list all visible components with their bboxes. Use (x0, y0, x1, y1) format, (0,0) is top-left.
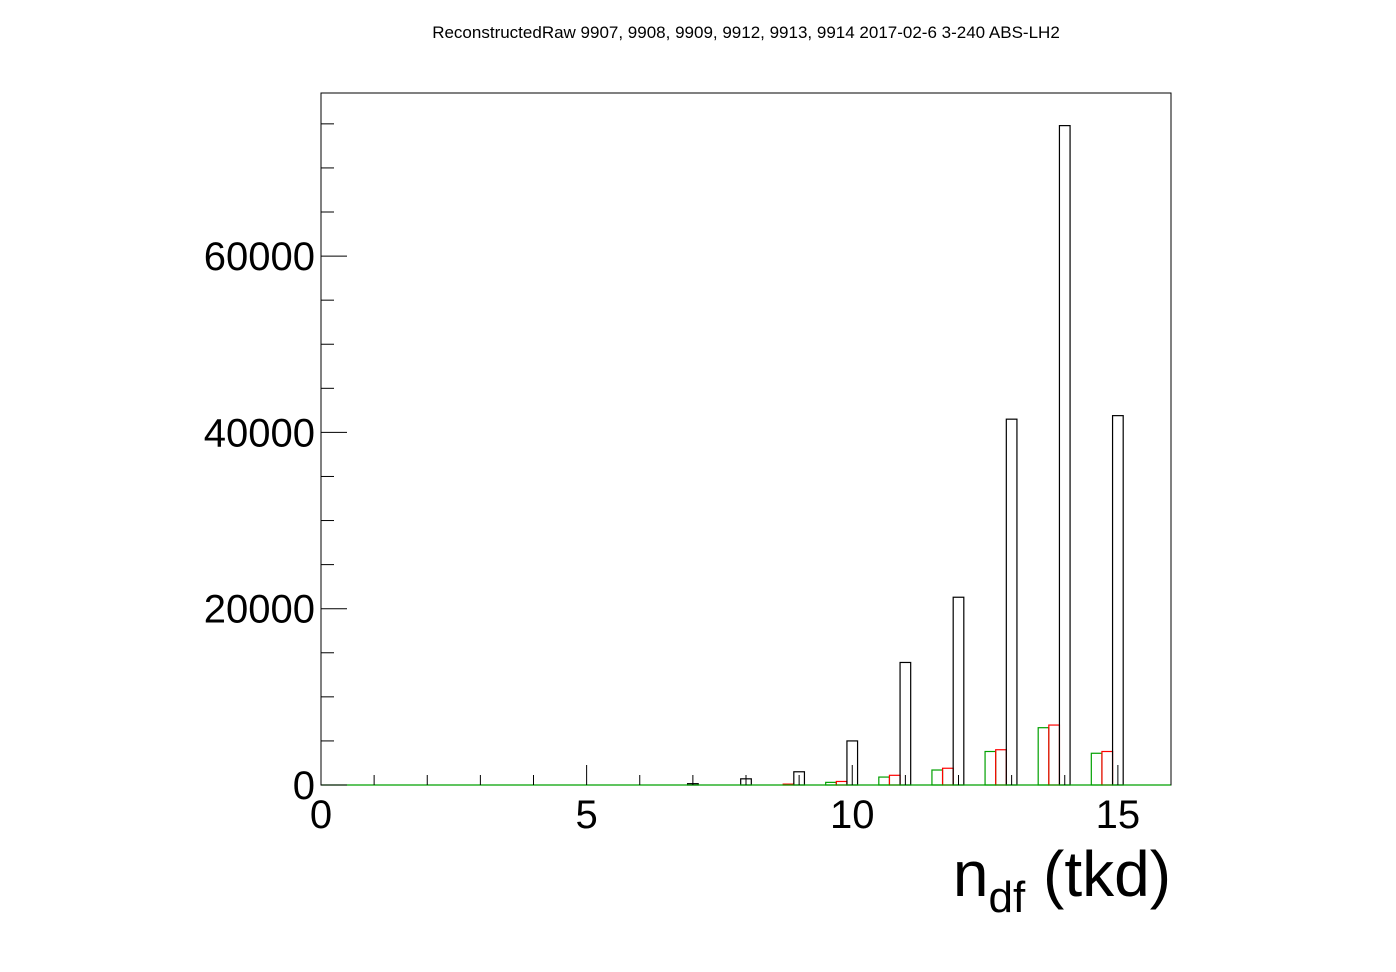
x-axis-label: ndf (tkd) (953, 838, 1171, 922)
bar-series-0-x-14 (1058, 125, 1071, 786)
x-tick-label: 5 (576, 793, 598, 837)
bar-series-1-x-12 (941, 767, 954, 786)
plot-frame (320, 92, 1172, 786)
chart-title: ReconstructedRaw 9907, 9908, 9909, 9912,… (432, 23, 1060, 42)
y-tick-label: 40000 (204, 411, 315, 455)
x-tick-label: 15 (1096, 793, 1141, 837)
bar-series-2-x-15 (1090, 752, 1103, 786)
bar-series-0-x-12 (952, 596, 965, 786)
bar-series-2-x-11 (878, 776, 891, 786)
bars-group (686, 125, 1124, 786)
bar-series-0-x-11 (899, 661, 912, 786)
y-tick-label: 0 (293, 764, 315, 808)
bar-series-2-x-13 (984, 750, 997, 786)
x-tick-label: 0 (310, 793, 332, 837)
y-tick-label: 20000 (204, 588, 315, 632)
x-tick-label: 10 (830, 793, 875, 837)
x-axis: 0 5 10 15 (310, 765, 1172, 837)
bar-series-1-x-11 (888, 774, 901, 786)
bar-series-1-x-14 (1048, 724, 1061, 786)
y-tick-label: 60000 (204, 235, 315, 279)
bar-series-1-x-15 (1101, 750, 1114, 786)
bar-series-1-x-13 (995, 749, 1007, 786)
bar-series-2-x-12 (931, 769, 944, 786)
bar-series-0-x-15 (1111, 415, 1124, 786)
bar-series-2-x-14 (1037, 727, 1050, 786)
bar-series-0-x-13 (1005, 418, 1018, 786)
y-axis: 0 20000 40000 60000 (204, 123, 347, 808)
